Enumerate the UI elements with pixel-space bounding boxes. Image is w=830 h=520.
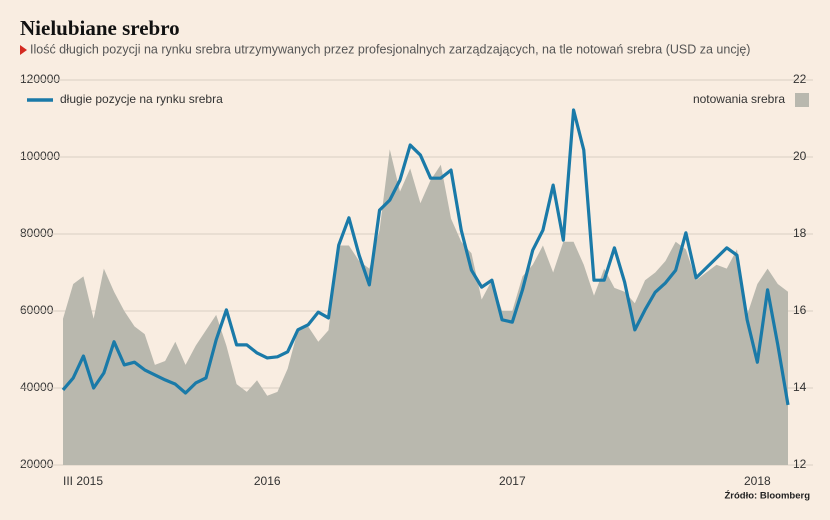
y2-tick-label: 14 <box>793 380 807 394</box>
area <box>63 149 788 466</box>
y2-tick-label: 18 <box>793 226 807 240</box>
y-tick-label: 120000 <box>20 72 60 86</box>
x-tick-label: 2017 <box>499 474 526 488</box>
line <box>61 108 790 406</box>
source: Źródło: Bloomberg <box>725 491 811 502</box>
legend-swatch <box>795 93 809 107</box>
subtitle-marker <box>20 45 27 55</box>
x-tick-label: 2018 <box>744 474 771 488</box>
y-tick-label: 80000 <box>20 226 54 240</box>
y-tick-label: 20000 <box>20 457 54 471</box>
y2-tick-label: 20 <box>793 149 807 163</box>
x-tick-label: 2016 <box>254 474 281 488</box>
y2-tick-label: 16 <box>793 303 807 317</box>
legend-label: długie pozycje na rynku srebra <box>60 92 223 106</box>
y2-tick-label: 12 <box>793 457 807 471</box>
y-tick-label: 100000 <box>20 149 60 163</box>
chart-subtitle: Ilość długich pozycji na rynku srebra ut… <box>30 42 750 56</box>
y-tick-label: 40000 <box>20 380 54 394</box>
legend-label: notowania srebra <box>693 92 785 106</box>
y-tick-label: 60000 <box>20 303 54 317</box>
x-tick-label: III 2015 <box>63 474 103 488</box>
chart-title: Nielubiane srebro <box>20 16 180 40</box>
y2-tick-label: 22 <box>793 72 807 86</box>
